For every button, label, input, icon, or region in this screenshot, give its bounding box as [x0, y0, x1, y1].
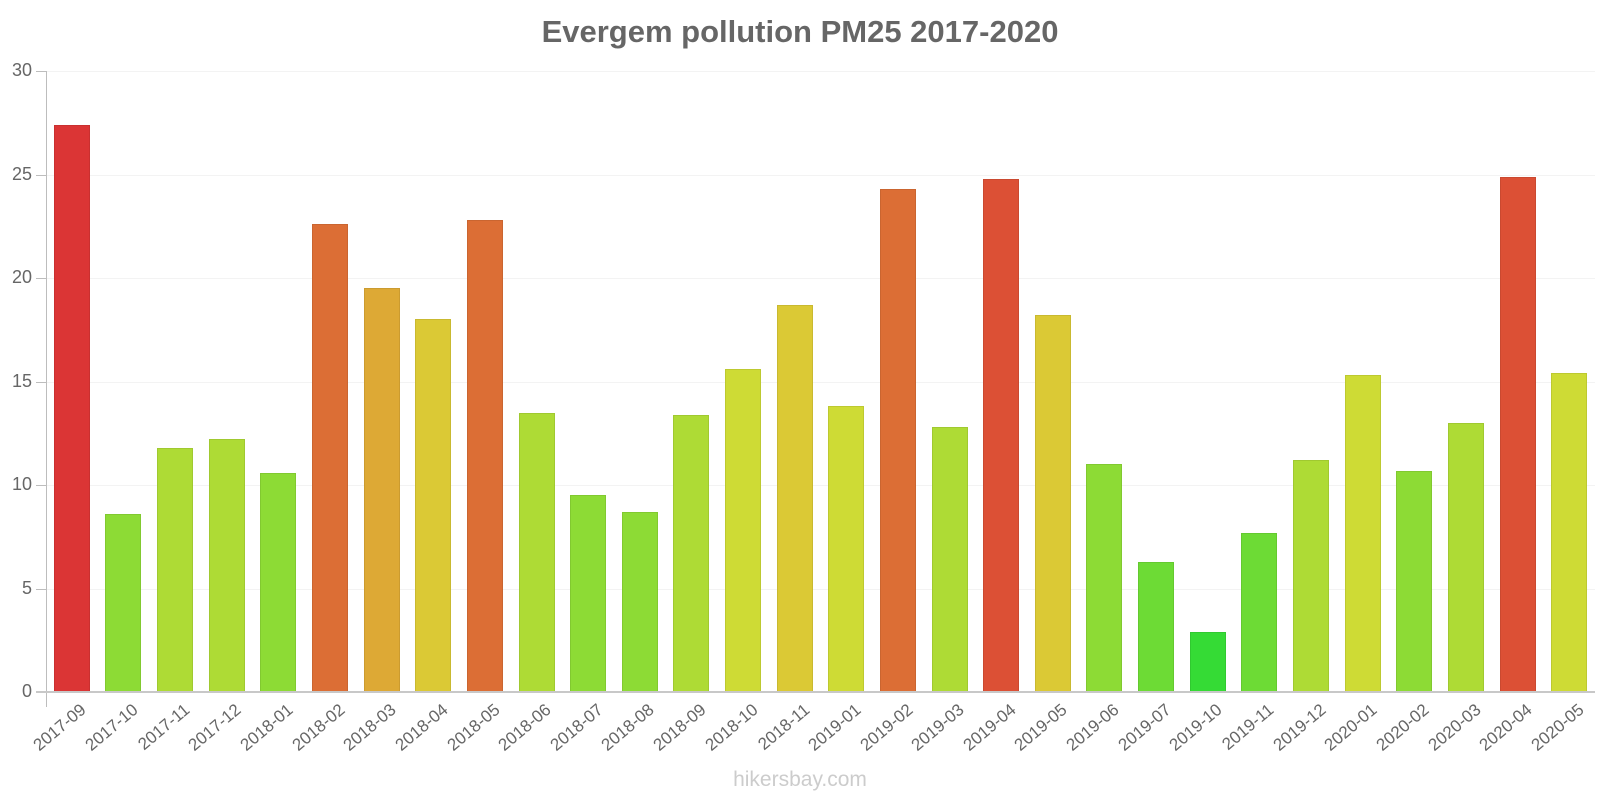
y-tick-label: 10: [11, 474, 32, 494]
bar-2018-08[interactable]: [621, 511, 658, 692]
x-tick-label: 2019-05: [1011, 700, 1072, 755]
bar-2018-10[interactable]: [725, 369, 762, 692]
bar-2018-04[interactable]: [415, 319, 452, 692]
bar-2019-11[interactable]: [1241, 532, 1278, 692]
x-tick-label: 2020-02: [1372, 700, 1433, 755]
bar-2019-06[interactable]: [1086, 464, 1123, 692]
x-tick-label: 2020-04: [1475, 700, 1536, 755]
bar-2019-05[interactable]: [1034, 315, 1071, 692]
x-tick-label: 2018-04: [391, 700, 452, 755]
x-tick-label: 2018-01: [236, 700, 297, 755]
bar-2017-10[interactable]: [105, 513, 142, 692]
x-tick-label: 2020-05: [1527, 700, 1588, 755]
x-tick-label: 2019-02: [856, 700, 917, 755]
x-tick-label: 2019-04: [959, 700, 1020, 755]
x-tick-label: 2019-10: [1165, 700, 1226, 755]
bar-2018-11[interactable]: [776, 304, 813, 692]
bar-2020-04[interactable]: [1499, 176, 1536, 692]
x-tick-label: 2018-09: [649, 700, 710, 755]
bar-2019-04[interactable]: [983, 178, 1020, 692]
x-tick-label: 2018-10: [701, 700, 762, 755]
bar-2017-11[interactable]: [157, 447, 194, 692]
x-tick-label: 2019-11: [1218, 700, 1278, 754]
x-tick-label: 2018-08: [598, 700, 659, 755]
gridline: [46, 71, 1595, 72]
bar-2018-03[interactable]: [363, 288, 400, 692]
y-tick-label: 25: [11, 163, 32, 184]
y-tick-label: 5: [21, 577, 32, 598]
x-tick-label: 2018-03: [339, 700, 400, 755]
y-tick-mark: [36, 382, 46, 383]
bar-2018-07[interactable]: [570, 495, 607, 692]
bar-2020-05[interactable]: [1551, 373, 1588, 692]
bar-2018-06[interactable]: [518, 412, 555, 692]
x-tick-label: 2018-06: [494, 700, 555, 755]
x-tick-label: 2020-01: [1320, 700, 1381, 755]
watermark: hikersbay.com: [733, 768, 867, 791]
x-axis-line: [36, 691, 1595, 693]
x-tick-label: 2020-03: [1424, 700, 1485, 755]
x-tick-label: 2018-07: [546, 700, 607, 755]
bar-2017-09[interactable]: [53, 124, 90, 692]
bar-2020-03[interactable]: [1447, 422, 1484, 692]
x-tick-label: 2018-11: [753, 700, 813, 754]
bar-2020-02[interactable]: [1396, 470, 1433, 692]
y-tick-label: 15: [11, 370, 32, 391]
chart-title: Evergem pollution PM25 2017-2020: [541, 14, 1059, 49]
x-tick-label: 2019-12: [1269, 700, 1330, 755]
x-tick-label: 2017-09: [30, 700, 91, 755]
gridline: [46, 485, 1595, 486]
gridline: [46, 175, 1595, 176]
x-tick-label: 2017-10: [81, 700, 142, 755]
y-tick-mark: [36, 175, 46, 176]
y-tick-mark: [36, 485, 46, 486]
bar-2019-03[interactable]: [931, 427, 968, 692]
bar-2019-12[interactable]: [1293, 460, 1330, 692]
bar-2019-07[interactable]: [1138, 561, 1175, 692]
bar-2017-12[interactable]: [208, 439, 245, 692]
gridline: [46, 589, 1595, 590]
x-tick-label: 2017-12: [184, 700, 245, 755]
gridline: [46, 278, 1595, 279]
y-axis-line: [46, 71, 47, 707]
bar-2019-01[interactable]: [828, 406, 865, 692]
y-tick-mark: [36, 278, 46, 279]
gridline: [46, 382, 1595, 383]
bar-2018-09[interactable]: [673, 414, 710, 692]
bar-2019-02[interactable]: [879, 188, 916, 692]
x-tick-label: 2019-01: [804, 700, 865, 755]
bar-2019-10[interactable]: [1189, 631, 1226, 692]
y-tick-mark: [36, 589, 46, 590]
y-tick-label: 0: [21, 681, 32, 701]
x-tick-label: 2019-06: [1062, 700, 1123, 755]
y-tick-mark: [36, 71, 46, 72]
x-tick-label: 2018-02: [288, 700, 349, 755]
bar-2018-02[interactable]: [311, 224, 348, 692]
x-tick-label: 2019-07: [1114, 700, 1175, 755]
bar-2018-05[interactable]: [466, 220, 503, 692]
x-tick-label: 2019-03: [907, 700, 968, 755]
y-tick-label: 20: [11, 267, 32, 287]
bar-2018-01[interactable]: [260, 472, 297, 692]
x-tick-label: 2017-11: [134, 700, 194, 754]
x-tick-label: 2018-05: [443, 700, 504, 755]
bar-2020-01[interactable]: [1344, 375, 1381, 692]
y-tick-label: 30: [11, 60, 32, 80]
